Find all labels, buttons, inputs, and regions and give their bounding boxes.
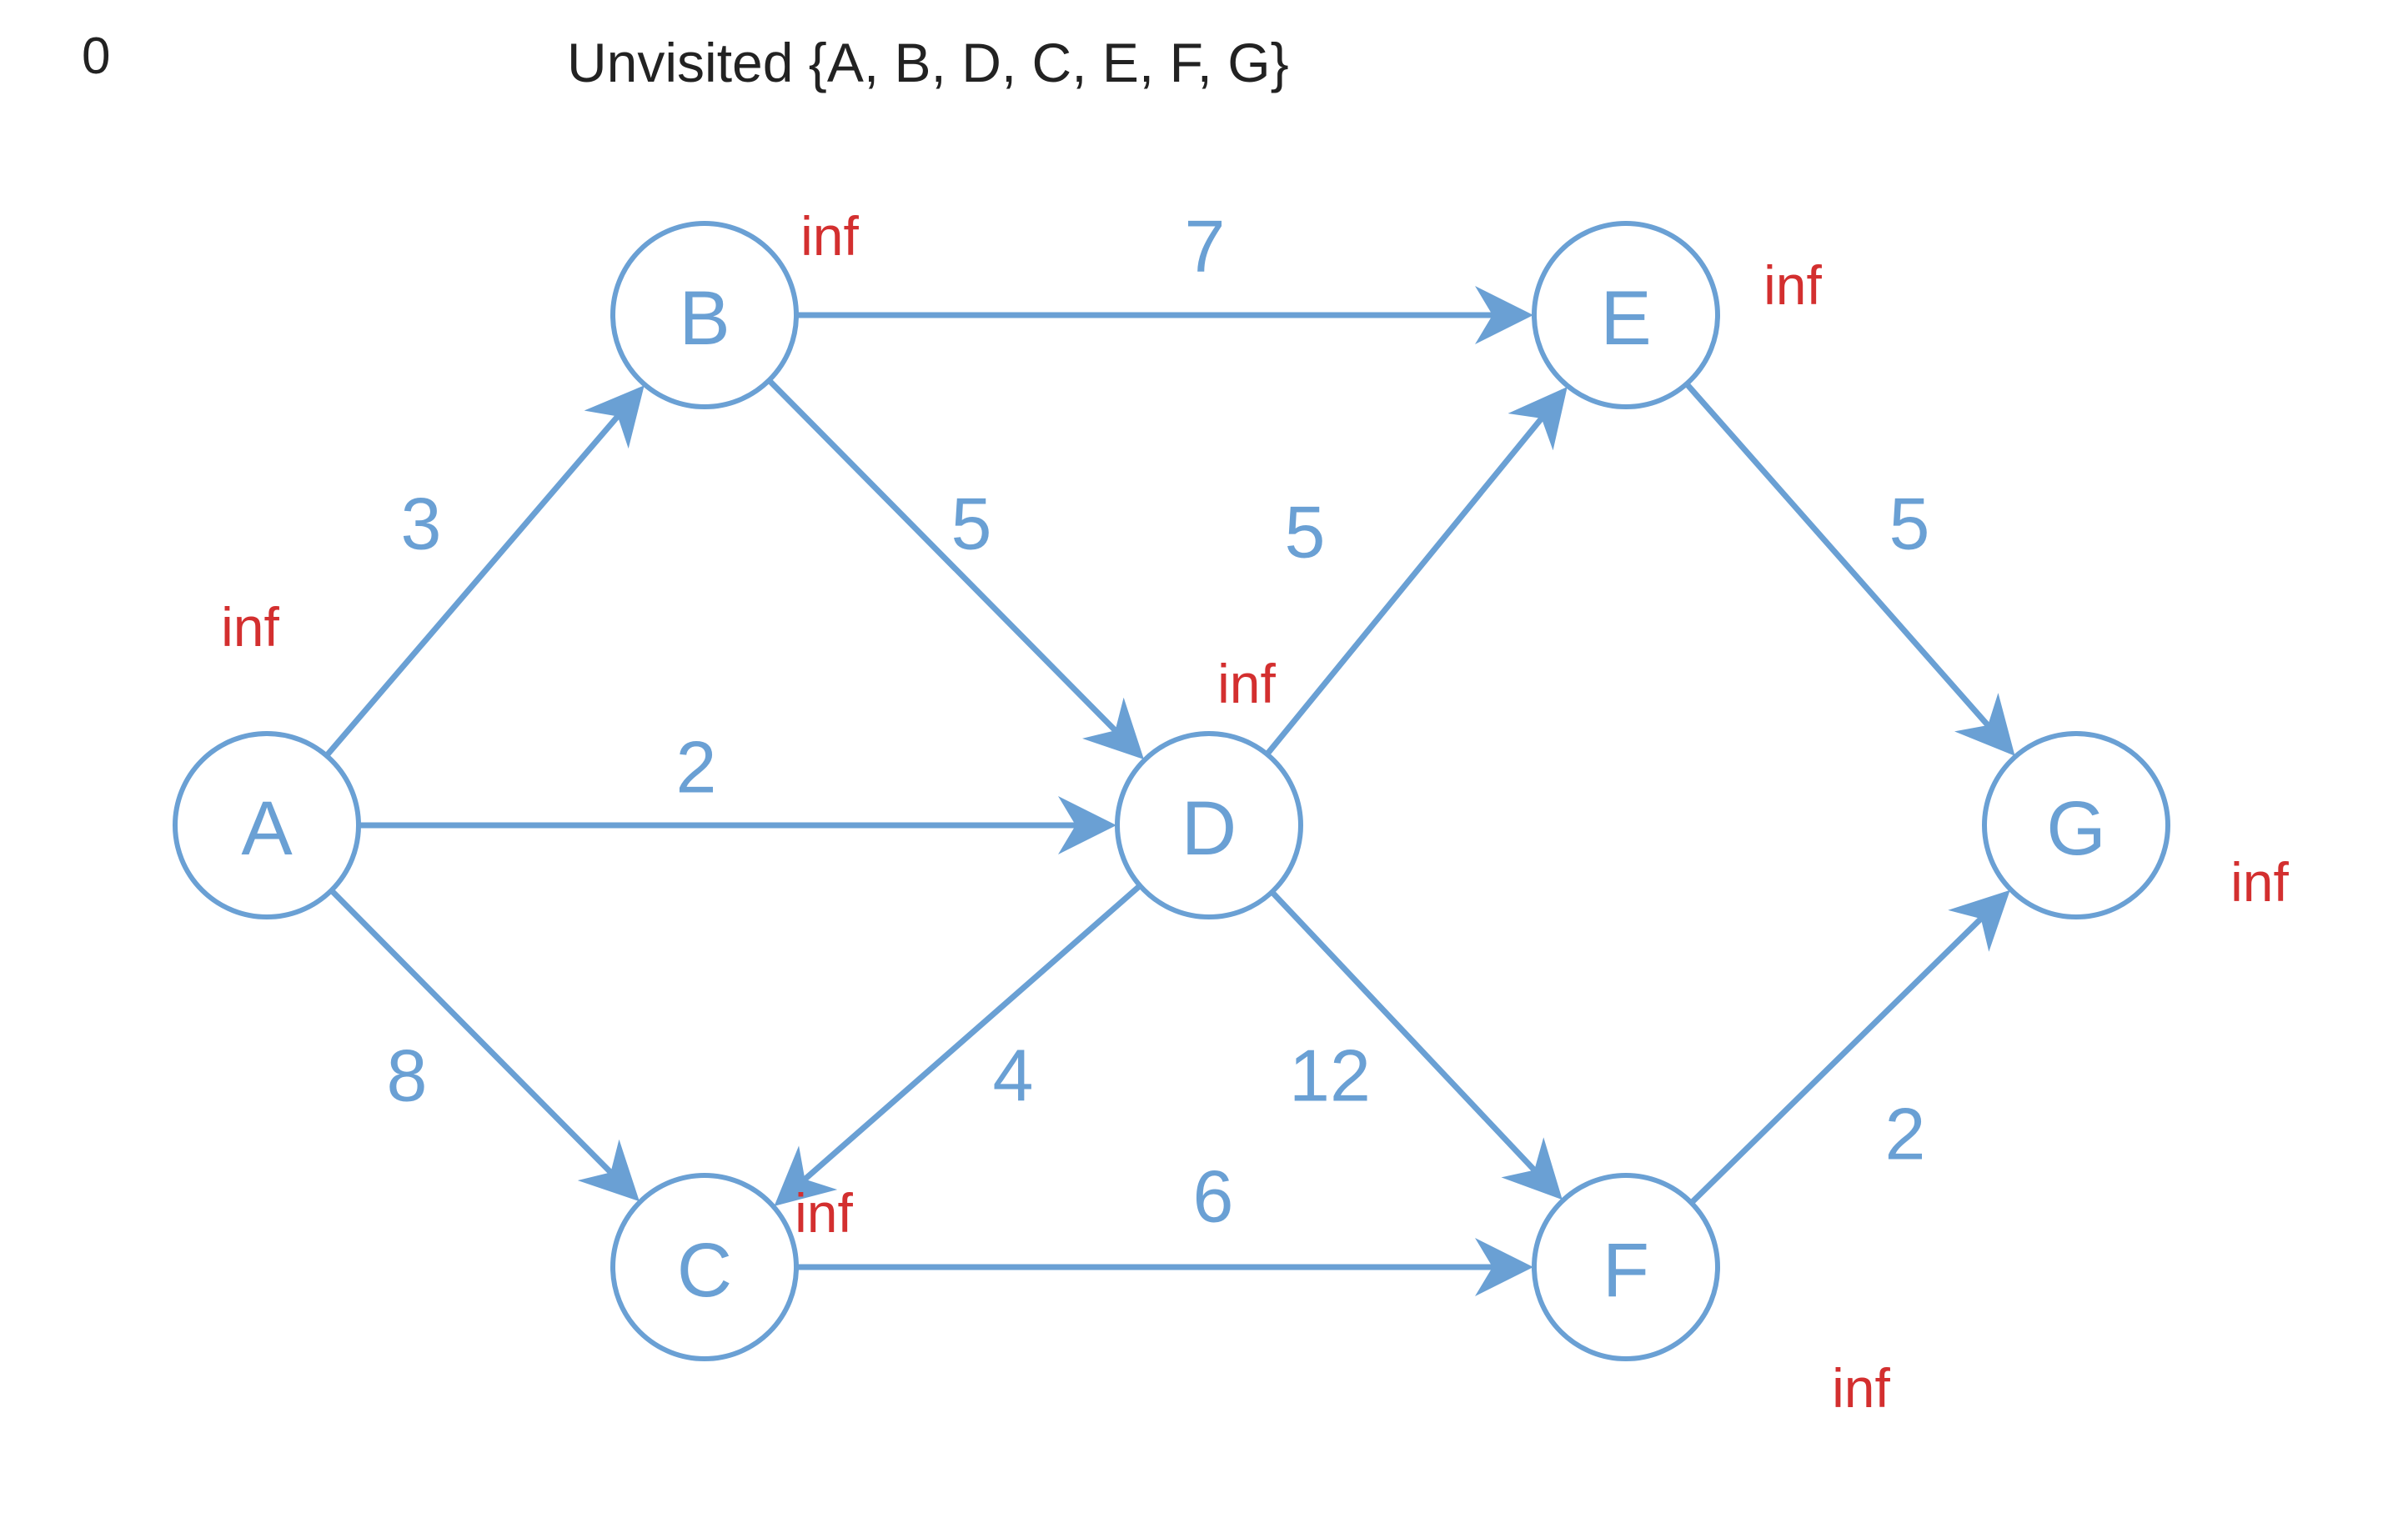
distance-label-f: inf: [1832, 1357, 1890, 1419]
distance-label-e: inf: [1763, 254, 1822, 316]
node-d: D: [1117, 734, 1301, 917]
edge-weight-f-g: 2: [1885, 1093, 1926, 1175]
edge-weight-e-g: 5: [1889, 483, 1930, 565]
edge-f-g: [1693, 894, 2006, 1202]
edge-a-b: [328, 390, 640, 754]
node-label-g: G: [2046, 786, 2106, 871]
node-b: B: [613, 223, 796, 407]
distance-label-b: inf: [800, 205, 859, 267]
node-label-b: B: [679, 276, 730, 361]
node-a: A: [175, 734, 359, 917]
edge-weight-d-f: 12: [1289, 1035, 1371, 1117]
distance-label-d: inf: [1217, 653, 1276, 714]
edge-weight-c-f: 6: [1193, 1155, 1234, 1238]
node-label-e: E: [1600, 276, 1651, 361]
edge-weight-b-d: 5: [951, 483, 992, 565]
distance-label-c: inf: [795, 1182, 853, 1244]
edge-e-g: [1688, 385, 2011, 752]
edge-weight-d-e: 5: [1285, 491, 1326, 574]
edge-weight-d-c: 4: [993, 1035, 1034, 1117]
node-e: E: [1534, 223, 1718, 407]
distance-label-g: inf: [2230, 851, 2289, 913]
node-label-a: A: [241, 786, 293, 871]
edge-weight-b-e: 7: [1185, 205, 1226, 288]
nodes-layer: A B C D E F G: [175, 223, 2168, 1359]
edge-b-d: [770, 382, 1140, 755]
node-label-c: C: [677, 1228, 732, 1313]
edge-a-c: [333, 892, 635, 1198]
edge-weight-a-c: 8: [387, 1035, 428, 1117]
edge-d-c: [779, 887, 1139, 1202]
unvisited-set-label: Unvisited {A, B, D, C, E, F, G}: [567, 32, 1289, 93]
edge-weight-a-d: 2: [676, 726, 717, 809]
edge-weight-a-b: 3: [401, 483, 442, 565]
node-g: G: [1984, 734, 2168, 917]
node-label-d: D: [1181, 786, 1237, 871]
node-c: C: [613, 1175, 796, 1359]
step-counter: 0: [82, 28, 110, 85]
node-label-f: F: [1603, 1228, 1649, 1313]
node-f: F: [1534, 1175, 1718, 1359]
distance-label-a: inf: [221, 596, 279, 658]
